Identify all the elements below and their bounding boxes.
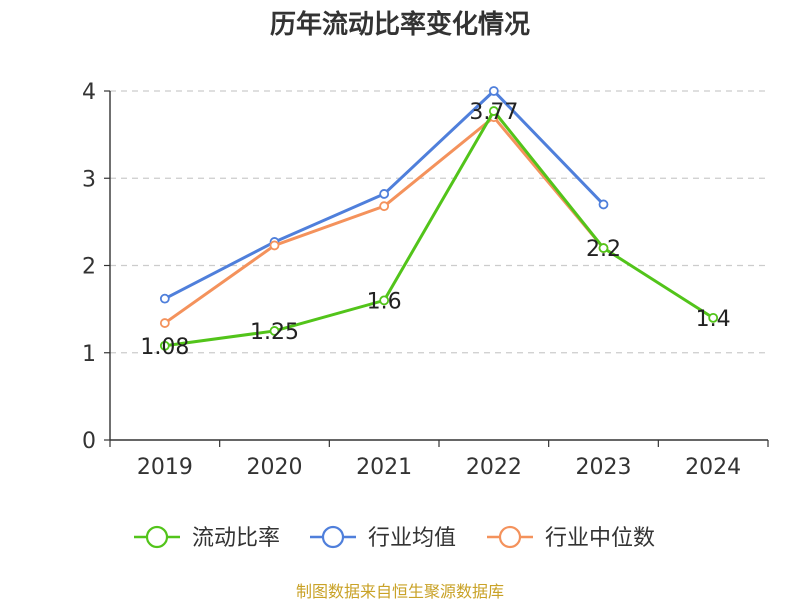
chart-title: 历年流动比率变化情况 <box>269 10 530 40</box>
legend-item[interactable]: 行业中位数 <box>487 525 655 551</box>
legend-label: 行业均值 <box>368 526 456 551</box>
source-note: 制图数据来自恒生聚源数据库 <box>295 582 504 601</box>
y-tick-label: 1 <box>82 342 96 367</box>
x-tick-label: 2019 <box>137 455 193 480</box>
x-tick-label: 2021 <box>356 455 412 480</box>
data-point[interactable] <box>379 295 390 306</box>
x-tick-label: 2022 <box>466 455 522 480</box>
legend-swatch-marker <box>498 525 522 549</box>
legend-label: 行业中位数 <box>545 526 655 551</box>
data-point[interactable] <box>159 293 170 304</box>
data-label: 1.4 <box>696 307 731 332</box>
data-label: 1.25 <box>250 320 299 345</box>
data-point[interactable] <box>488 86 499 96</box>
data-point[interactable] <box>159 318 170 328</box>
data-point[interactable] <box>598 199 609 210</box>
legend[interactable]: 流动比率 行业均值 行业中位数 <box>134 525 655 551</box>
y-tick-label: 0 <box>82 429 96 454</box>
data-point[interactable] <box>379 201 390 212</box>
x-tick-label: 2023 <box>576 455 632 480</box>
legend-item[interactable]: 行业均值 <box>310 525 456 551</box>
data-point[interactable] <box>269 326 280 336</box>
data-label: 2.2 <box>586 237 621 262</box>
legend-swatch-marker <box>145 525 169 549</box>
axis-layer: 0 1 2 3 4 2019 2020 2021 2022 2023 2024 <box>82 80 769 480</box>
data-label: 1.08 <box>140 335 189 360</box>
y-tick-label: 2 <box>82 255 96 280</box>
grid-layer <box>110 90 768 354</box>
legend-label: 流动比率 <box>192 526 280 551</box>
data-point[interactable] <box>708 312 719 323</box>
y-tick-label: 4 <box>82 80 96 105</box>
series-layer <box>159 86 719 351</box>
data-label: 1.6 <box>367 289 402 314</box>
data-label-layer: 1.08 1.25 1.6 3.77 2.2 1.4 <box>140 100 730 360</box>
data-point[interactable] <box>269 240 280 251</box>
data-label: 3.77 <box>469 100 518 125</box>
legend-item[interactable]: 流动比率 <box>134 525 280 551</box>
legend-swatch-marker <box>321 525 345 549</box>
x-tick-label: 2024 <box>685 455 741 480</box>
x-tick-label: 2020 <box>247 455 303 480</box>
data-point[interactable] <box>488 106 499 116</box>
series-line <box>164 109 714 348</box>
data-point[interactable] <box>159 340 170 351</box>
y-tick-label: 3 <box>82 167 96 192</box>
data-point[interactable] <box>598 243 609 253</box>
data-point[interactable] <box>379 189 390 199</box>
